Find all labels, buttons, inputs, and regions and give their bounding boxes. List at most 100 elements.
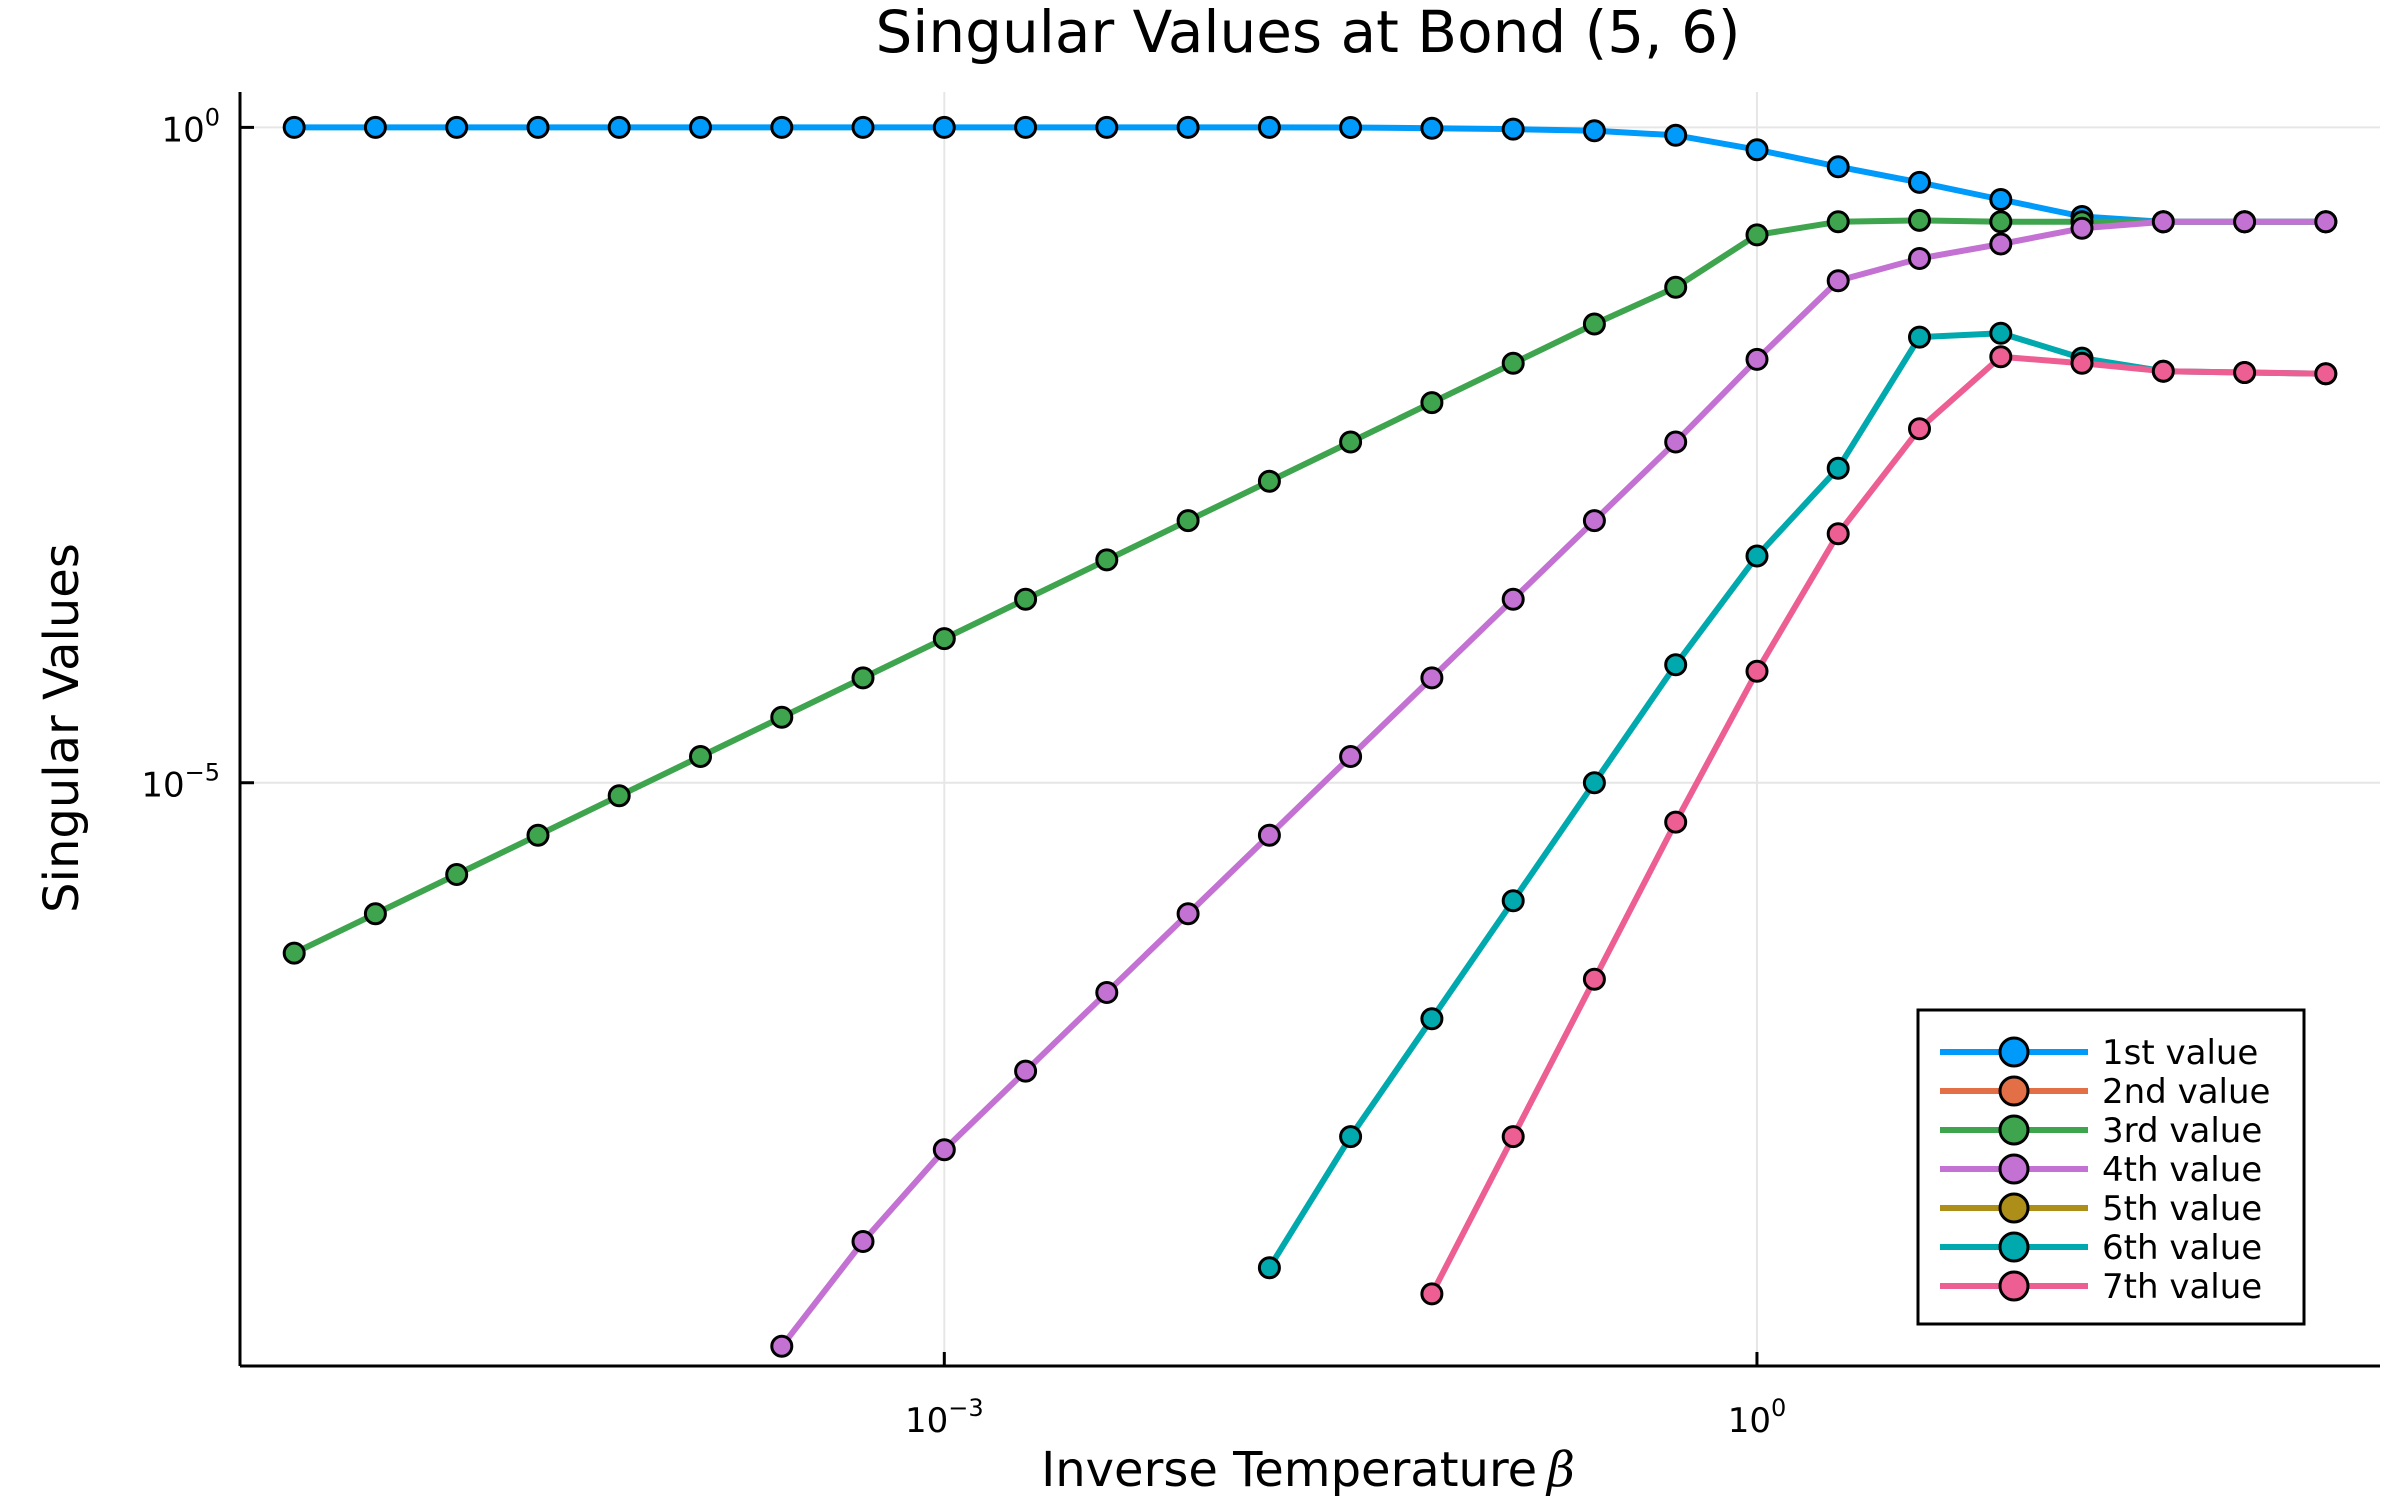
data-point — [1664, 123, 1688, 147]
data-point — [607, 784, 631, 808]
legend-marker — [1998, 1270, 2030, 1302]
legend-label: 4th value — [2102, 1150, 2262, 1190]
data-point — [2314, 210, 2338, 234]
data-point — [1989, 232, 2013, 256]
data-point — [1176, 115, 1200, 139]
series-group — [770, 210, 2338, 1358]
y-tick-label: 100 — [161, 103, 220, 150]
data-point — [1176, 509, 1200, 533]
data-point — [1582, 119, 1606, 143]
data-point — [1014, 115, 1038, 139]
data-point — [1908, 208, 1931, 232]
data-point — [1664, 653, 1688, 677]
series-line — [1428, 353, 2329, 1297]
data-point — [1908, 417, 1931, 441]
chart-title: Singular Values at Bond (5, 6) — [875, 0, 1740, 66]
data-point — [607, 115, 631, 139]
series — [282, 115, 2338, 1358]
data-point — [1745, 544, 1769, 568]
data-point — [1095, 548, 1119, 572]
data-point — [689, 745, 712, 768]
data-point — [1582, 771, 1606, 795]
data-point — [363, 902, 387, 926]
x-axis-label-text: Inverse Temperature — [1041, 1442, 1537, 1498]
data-point — [1582, 509, 1606, 533]
legend-label: 2nd value — [2102, 1072, 2270, 1112]
data-point — [1908, 325, 1931, 349]
legend-marker — [1998, 1192, 2030, 1224]
data-point — [1826, 522, 1850, 546]
series-group — [1420, 345, 2338, 1306]
data-point — [282, 115, 306, 139]
data-point — [1501, 1125, 1525, 1149]
y-tick-label: 10−5 — [141, 759, 220, 806]
data-point — [1989, 321, 2013, 345]
data-point — [1257, 1256, 1281, 1280]
data-point — [445, 863, 469, 886]
data-point — [2151, 210, 2175, 234]
data-point — [1420, 1282, 1444, 1306]
x-axis-label: Inverse Temperature β — [1041, 1442, 1575, 1498]
data-point — [1420, 1007, 1444, 1031]
legend-item: 3rd value — [1940, 1111, 2262, 1151]
x-tick-label-base: 10 — [1728, 1401, 1771, 1441]
legend-marker — [1998, 1036, 2030, 1068]
data-point — [1339, 745, 1363, 768]
legend-item: 5th value — [1940, 1189, 2262, 1229]
legend-item: 6th value — [1940, 1228, 2262, 1268]
data-point — [1339, 1125, 1363, 1149]
data-point — [1826, 456, 1850, 480]
data-point — [2233, 361, 2257, 384]
data-point — [1501, 889, 1525, 913]
data-point — [1664, 430, 1688, 454]
x-tick-label: 10−3 — [905, 1394, 984, 1441]
data-point — [851, 666, 875, 690]
data-point — [1745, 659, 1769, 683]
x-tick-label: 100 — [1728, 1394, 1787, 1441]
data-point — [1501, 587, 1525, 611]
data-point — [445, 115, 469, 139]
data-point — [526, 115, 550, 139]
data-point — [1257, 115, 1281, 139]
x-tick-label-exponent: −3 — [948, 1394, 983, 1422]
x-axis-label-symbol: β — [1545, 1442, 1575, 1498]
legend-label: 5th value — [2102, 1189, 2262, 1229]
data-point — [932, 1138, 956, 1162]
data-point — [1420, 391, 1444, 415]
data-point — [1095, 115, 1119, 139]
data-point — [2070, 351, 2094, 375]
data-point — [1826, 210, 1850, 234]
data-point — [1420, 116, 1444, 140]
legend-label: 6th value — [2102, 1228, 2262, 1268]
data-point — [1014, 587, 1038, 611]
y-tick-label-base: 10 — [141, 766, 184, 806]
data-point — [1908, 170, 1931, 194]
legend-marker — [1998, 1231, 2030, 1263]
data-point — [1501, 351, 1525, 375]
data-point — [770, 1334, 794, 1358]
data-point — [1664, 275, 1688, 299]
data-point — [1257, 469, 1281, 493]
data-point — [1257, 823, 1281, 847]
data-point — [1339, 430, 1363, 454]
data-point — [2151, 359, 2175, 383]
data-point — [1176, 902, 1200, 926]
data-point — [1908, 247, 1931, 270]
data-point — [1501, 117, 1525, 141]
y-tick-label-base: 10 — [161, 110, 204, 150]
legend-label: 1st value — [2102, 1033, 2258, 1073]
y-axis-label: Singular Values — [34, 543, 90, 913]
data-point — [1339, 116, 1363, 139]
data-point — [932, 627, 956, 651]
x-tick-label-base: 10 — [905, 1401, 948, 1441]
data-point — [1014, 1059, 1038, 1083]
y-tick-label-exponent: 0 — [205, 103, 220, 131]
y-tick-label-exponent: −5 — [185, 759, 220, 787]
series-line — [291, 124, 2329, 225]
data-point — [1095, 981, 1119, 1004]
axes — [238, 92, 2380, 1368]
data-point — [770, 115, 794, 139]
